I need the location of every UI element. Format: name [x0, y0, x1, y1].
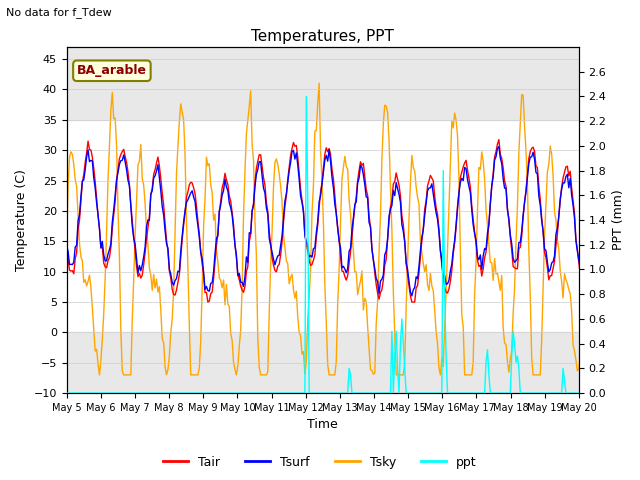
Line: Tsurf: Tsurf	[67, 146, 613, 296]
Tair	[99, 244, 106, 250]
Tsurf	[344, 266, 351, 272]
ppt	[606, 390, 614, 396]
ppt	[303, 94, 310, 99]
Line: ppt: ppt	[67, 96, 613, 393]
Tair	[63, 246, 70, 252]
ppt	[63, 390, 70, 396]
Tair	[495, 137, 502, 143]
ppt	[535, 390, 543, 396]
ppt	[609, 390, 617, 396]
ppt	[454, 390, 461, 396]
Tair	[454, 203, 461, 209]
Tair	[536, 196, 544, 202]
ppt	[99, 390, 106, 396]
Tsky	[609, 236, 617, 242]
Line: Tair: Tair	[67, 140, 613, 302]
Tsky	[81, 277, 89, 283]
Bar	[67, 47, 579, 120]
Tsurf	[81, 167, 89, 172]
Tair	[345, 260, 353, 266]
Tsurf	[63, 242, 70, 248]
Tair	[204, 299, 212, 305]
Tsurf	[454, 206, 461, 212]
Bar	[67, 332, 579, 393]
Tsky	[95, 372, 103, 378]
Tsky	[63, 238, 70, 244]
Tsurf	[536, 202, 544, 208]
Tsky	[455, 176, 463, 181]
Tsurf	[495, 144, 502, 149]
Tsky	[536, 372, 544, 378]
Tsky	[100, 311, 108, 316]
Tair	[81, 160, 89, 166]
Tsky	[316, 80, 323, 86]
Text: BA_arable: BA_arable	[77, 64, 147, 77]
Title: Temperatures, PPT: Temperatures, PPT	[252, 29, 394, 44]
Legend: Tair, Tsurf, Tsky, ppt: Tair, Tsurf, Tsky, ppt	[158, 451, 482, 474]
Tsurf	[608, 259, 616, 264]
Tair	[608, 263, 616, 268]
ppt	[345, 365, 353, 371]
Y-axis label: Temperature (C): Temperature (C)	[15, 169, 28, 271]
Tsurf	[609, 269, 617, 275]
Tsurf	[408, 293, 416, 299]
X-axis label: Time: Time	[307, 419, 338, 432]
Tsky	[347, 211, 355, 217]
Y-axis label: PPT (mm): PPT (mm)	[612, 190, 625, 251]
Tair	[609, 273, 617, 278]
ppt	[81, 390, 89, 396]
Tsurf	[99, 239, 106, 244]
Line: Tsky: Tsky	[67, 83, 613, 375]
Tsky	[608, 282, 616, 288]
Text: No data for f_Tdew: No data for f_Tdew	[6, 7, 112, 18]
